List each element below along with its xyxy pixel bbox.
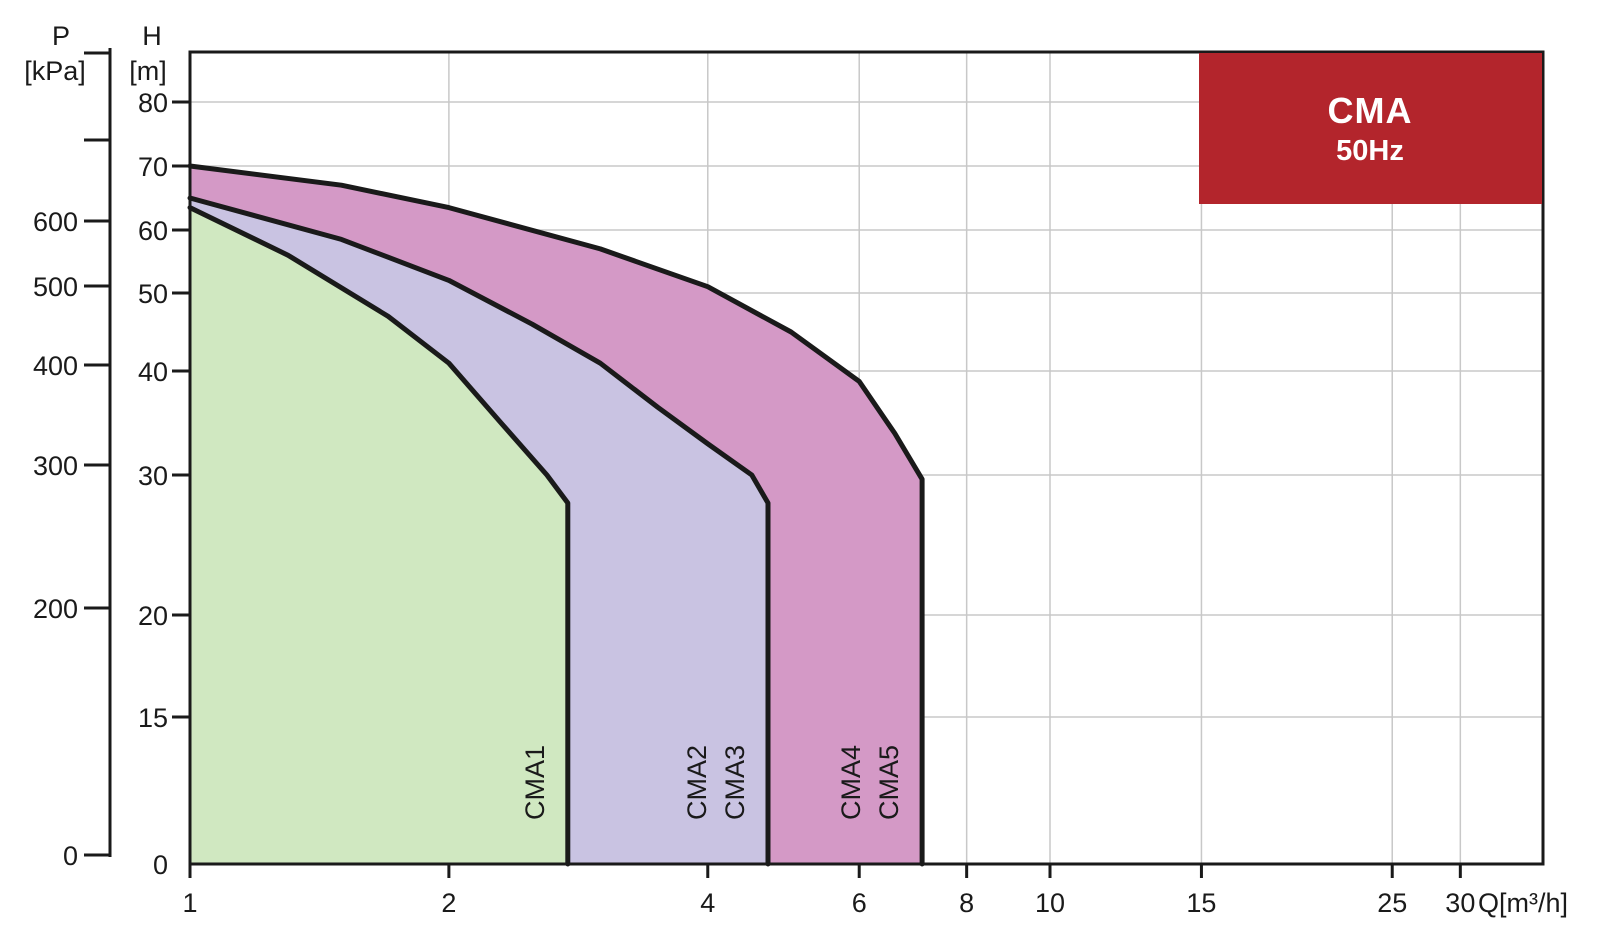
pressure-axis: 0 200 300 400 500 600 — [33, 48, 112, 871]
model-badge: CMA 50Hz — [1199, 53, 1542, 204]
model-badge-title: CMA — [1328, 90, 1413, 131]
head-axis-tick-label: 15 — [138, 703, 168, 733]
plot-frame — [188, 50, 1545, 866]
series-label: CMA3 — [720, 745, 750, 820]
model-badge-background — [1199, 53, 1542, 204]
pressure-axis-tick-label: 600 — [33, 207, 78, 237]
curve-cma1 — [187, 205, 571, 867]
head-axis-tick-label: 0 — [153, 850, 168, 880]
pressure-axis-symbol: P — [52, 21, 70, 51]
series-labels: CMA1 CMA2 CMA3 CMA4 CMA5 — [520, 745, 904, 820]
head-axis-unit: [m] — [129, 56, 167, 86]
flow-axis-tick-label: 30 — [1445, 888, 1475, 918]
model-badge-frequency: 50Hz — [1336, 135, 1404, 167]
head-axis-tick-label: 80 — [138, 88, 168, 118]
flow-axis-tick-label: 6 — [852, 888, 867, 918]
flow-axis-tick-label: 15 — [1186, 888, 1216, 918]
pressure-axis-tick-label: 500 — [33, 272, 78, 302]
series-label: CMA1 — [520, 745, 550, 820]
flow-axis-tick-label: 2 — [441, 888, 456, 918]
flow-axis-tick-label: 4 — [700, 888, 715, 918]
pressure-axis-tick-label: 200 — [33, 594, 78, 624]
flow-axis-title: Q[m³/h] — [1478, 888, 1568, 918]
pressure-axis-tick-label: 0 — [63, 841, 78, 871]
flow-axis-tick-label: 8 — [959, 888, 974, 918]
head-axis-symbol: H — [142, 21, 162, 51]
head-axis: 0 15 20 30 40 50 60 70 80 — [138, 88, 190, 880]
flow-axis: 1 2 4 6 8 10 15 25 30 — [182, 864, 1475, 918]
performance-areas — [190, 166, 923, 865]
curve-cma2-cma3 — [187, 195, 771, 867]
head-axis-tick-label: 30 — [138, 461, 168, 491]
pressure-axis-tick-label: 400 — [33, 351, 78, 381]
area-cma1 — [190, 207, 568, 865]
series-label: CMA4 — [836, 745, 866, 820]
head-axis-tick-label: 70 — [138, 152, 168, 182]
head-axis-tick-label: 60 — [138, 216, 168, 246]
head-axis-tick-label: 20 — [138, 601, 168, 631]
flow-axis-tick-label: 25 — [1377, 888, 1407, 918]
series-label: CMA5 — [874, 745, 904, 820]
flow-axis-tick-label: 10 — [1035, 888, 1065, 918]
flow-axis-tick-label: 1 — [182, 888, 197, 918]
pressure-axis-unit: [kPa] — [24, 56, 86, 86]
curve-cma4-cma5 — [187, 163, 925, 867]
pressure-axis-tick-label: 300 — [33, 451, 78, 481]
performance-curves — [187, 163, 925, 867]
head-axis-tick-label: 40 — [138, 357, 168, 387]
series-label: CMA2 — [682, 745, 712, 820]
head-axis-tick-label: 50 — [138, 279, 168, 309]
